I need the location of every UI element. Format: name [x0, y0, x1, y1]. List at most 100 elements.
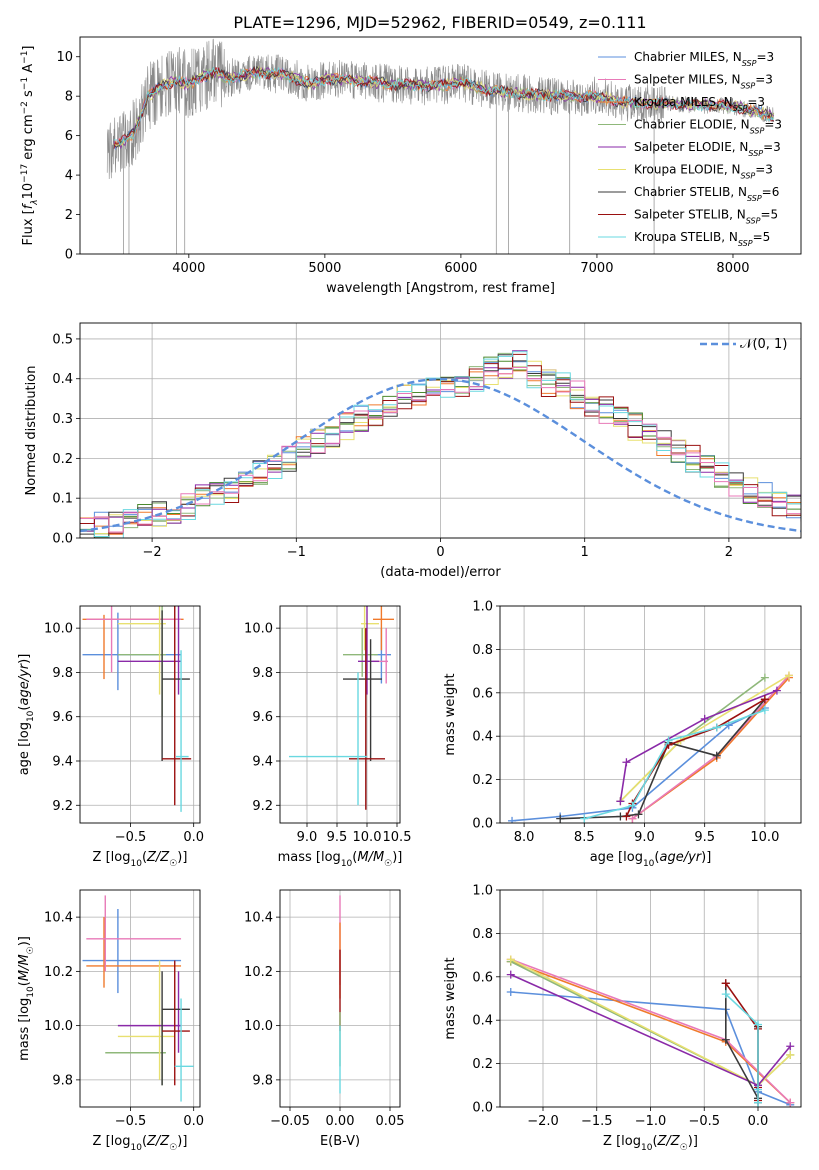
legend-label-1: Salpeter MILES, NSSP=3 — [634, 73, 773, 91]
label-part: ☉ — [680, 1143, 688, 1153]
x-tick-label-4: 8000 — [716, 261, 749, 276]
legend-tail: =3 — [764, 118, 782, 132]
histogram-kroupa_elodie — [80, 360, 801, 538]
y-axis-label: Flux [fλ10−17 erg cm−2 s−1 A−1] — [20, 45, 40, 245]
series-marker-8-4 — [760, 706, 769, 715]
legend-main: Chabrier MILES, N — [634, 50, 742, 64]
label-part: Flux [ — [21, 209, 36, 245]
legend-sub: SSP — [746, 216, 761, 225]
x-tick-label-3: 9.5 — [694, 830, 715, 845]
x-tick-label-0: −2.0 — [527, 1114, 559, 1129]
label-part: Z/Z — [146, 1134, 170, 1149]
y-tick-label-2: 10.2 — [44, 965, 73, 980]
y-axis-label: age [log10(age/yr)] — [17, 654, 36, 776]
gaussian-legend-label: 𝒩(0, 1) — [740, 337, 787, 352]
legend-label-6: Chabrier STELIB, NSSP=6 — [634, 185, 779, 203]
label-part: mass [ — [278, 850, 321, 865]
label-part: M/M — [357, 850, 384, 865]
label-part: −17 — [20, 164, 30, 183]
y-tick-label-0: 0.0 — [52, 532, 73, 547]
x-tick-label-3: 1 — [581, 545, 589, 560]
y-tick-label-0: 9.8 — [252, 1073, 273, 1088]
y-tick-label-0: 0 — [65, 248, 73, 263]
x-tick-label-0: 9.0 — [297, 830, 318, 845]
age_vs_Z-data — [82, 606, 192, 812]
series-marker-6-2 — [634, 810, 643, 819]
legend-tail: =6 — [762, 185, 780, 199]
x-tick-label-4: 10.0 — [750, 830, 779, 845]
legend-tail: =5 — [760, 208, 778, 222]
x-tick-label-0: 4000 — [172, 261, 205, 276]
y-tick-label-5: 0.5 — [52, 332, 73, 347]
y-tick-label-4: 10.0 — [244, 622, 273, 637]
age_vs_mass-data — [289, 606, 394, 810]
series-marker-2-2 — [786, 1098, 795, 1107]
mass_vs_ebv-panel: −0.05 0.00 0.05 9.8 10.0 10.2 10.4 E(B-V) — [244, 889, 405, 1149]
x-tick-label-3: −0.5 — [688, 1114, 720, 1129]
label-part: ☉ — [169, 1143, 177, 1153]
label-part: ☉ — [26, 946, 36, 954]
y-axis-label: mass weight — [443, 957, 458, 1039]
age_vs_Z-panel: −0.5 0.09.29.49.69.810.0Z [log10(Z/Z☉)]ag… — [17, 605, 204, 869]
y-tick-label-5: 10 — [56, 50, 73, 65]
legend-tail: =3 — [755, 163, 773, 177]
x-axis-label: mass [log10(M/M☉)] — [278, 850, 403, 869]
label-part: ( — [17, 981, 32, 986]
y-tick-label-1: 0.2 — [472, 773, 493, 788]
plot-frame — [499, 605, 802, 824]
mass_vs_Z-data — [82, 895, 194, 1102]
y-tick-label-5: 1.0 — [472, 600, 493, 615]
legend-sub: SSP — [741, 171, 756, 180]
series-line-6 — [725, 983, 759, 1103]
label-part: ☉ — [169, 859, 177, 869]
label-part: mass [ — [17, 1018, 32, 1061]
label-part: mass weight — [443, 957, 458, 1039]
spectrum-data — [106, 38, 775, 254]
y-tick-label-2: 10.2 — [244, 965, 273, 980]
legend-tail: =3 — [763, 140, 781, 154]
label-part: )] — [701, 850, 711, 865]
x-tick-label-2: 0.05 — [376, 1114, 405, 1129]
y-tick-label-2: 0.2 — [52, 452, 73, 467]
legend-sub: SSP — [741, 81, 756, 90]
y-tick-label-5: 1.0 — [472, 884, 493, 899]
label-part: Z [ — [603, 1134, 621, 1149]
label-part: )] — [17, 936, 32, 946]
x-tick-label-2: 6000 — [444, 261, 477, 276]
label-part: age/yr — [659, 850, 702, 865]
label-part: log — [321, 850, 341, 865]
y-tick-label-1: 0.2 — [472, 1057, 493, 1072]
label-part: )] — [688, 1134, 698, 1149]
label-part: E(B-V) — [320, 1134, 360, 1149]
y-tick-label-1: 9.4 — [52, 755, 73, 770]
label-part: 10 — [341, 859, 353, 869]
model-line-8 — [113, 66, 775, 145]
x-tick-label-2: 9.0 — [634, 830, 655, 845]
legend-tail: =3 — [755, 73, 773, 87]
y-tick-label-0: 9.2 — [52, 799, 73, 814]
label-part: ( — [17, 706, 32, 711]
gaussian-reference — [80, 377, 801, 533]
label-part: M/M — [17, 954, 32, 981]
y-tick-label-1: 0.1 — [52, 492, 73, 507]
label-part: 10 — [26, 710, 36, 722]
x-tick-label-3: 10.5 — [383, 830, 412, 845]
y-tick-label-3: 10.4 — [244, 911, 273, 926]
legend-main: Kroupa STELIB, N — [634, 230, 738, 244]
series-marker-8-1 — [628, 801, 637, 810]
label-part: λ — [30, 199, 40, 205]
mass_weight_vs_age-data — [508, 671, 793, 823]
label-part: 10 — [130, 859, 142, 869]
y-tick-label-0: 9.8 — [52, 1073, 73, 1088]
label-part: −1 — [20, 77, 30, 90]
histogram-kroupa_stelib — [80, 351, 801, 538]
label-part: 10 — [643, 859, 655, 869]
plot-frame — [79, 322, 802, 539]
figure-title: PLATE=1296, MJD=52962, FIBERID=0549, z=0… — [233, 13, 646, 32]
x-tick-label-2: 0 — [436, 545, 444, 560]
series-marker-3-2 — [760, 673, 769, 682]
mass_weight_vs_age-panel: 8.0 8.5 9.0 9.5 10.0 0.0 0.2 0.4 0.6 0.8 1.0 age [l… — [443, 600, 802, 869]
legend-label-2: Kroupa MILES, NSSP=3 — [634, 95, 765, 113]
